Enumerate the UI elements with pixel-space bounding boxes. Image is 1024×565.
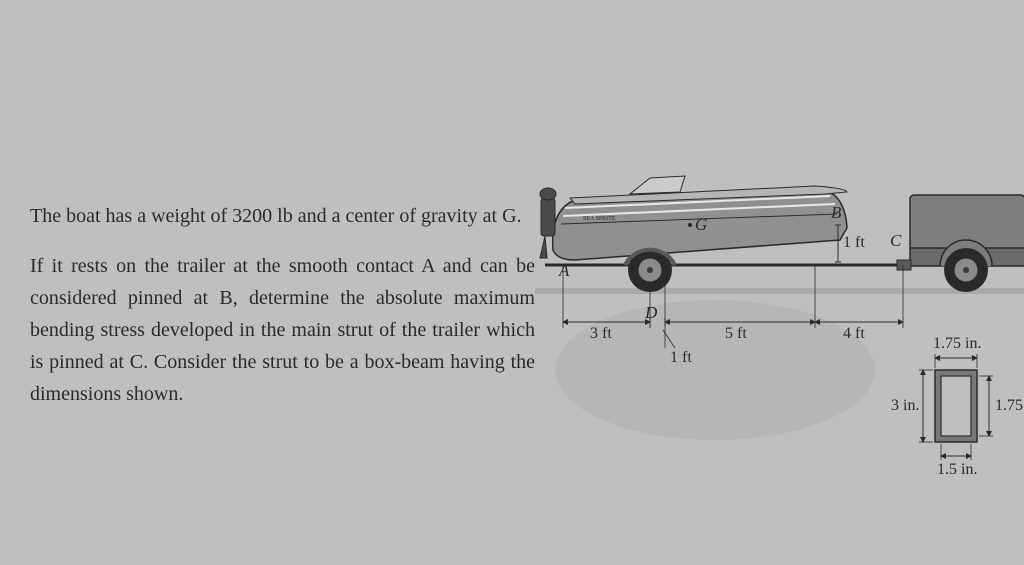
label-A: A — [558, 261, 570, 280]
boat: SEA SPRITE — [540, 176, 847, 260]
dim-1ft-D: 1 ft — [670, 349, 692, 366]
cross-section: 1.75 in. 1.75 in. 3 in. 1.5 in. — [891, 335, 1024, 478]
label-B: B — [831, 203, 842, 222]
dim-B-1ft: 1 ft — [843, 234, 865, 251]
label-C: C — [890, 231, 902, 250]
label-D: D — [644, 303, 658, 322]
dim-5ft: 5 ft — [725, 325, 747, 342]
dim-3ft: 3 ft — [590, 325, 612, 342]
ground-line — [535, 288, 1024, 294]
figure-diagram: SEA SPRITE A G B C D 1 ft — [535, 170, 1024, 560]
dim-cs-out-v: 1.75 in. — [995, 397, 1024, 414]
trailer-wheel — [625, 248, 675, 292]
label-G: G — [695, 215, 707, 234]
weight-value: 3200 lb — [232, 205, 293, 227]
text-2: If it rests on the trailer at the smooth… — [30, 255, 535, 405]
dim-cs-in-h: 1.5 in. — [937, 461, 977, 478]
ground-shadow — [555, 300, 875, 440]
dim-cs-in-v: 3 in. — [891, 397, 919, 414]
text-1b: and a center of gravity at G. — [293, 205, 522, 227]
text-1a: The boat has a weight of — [30, 205, 232, 227]
dim-4ft: 4 ft — [843, 325, 865, 342]
truck — [910, 195, 1024, 292]
problem-text: The boat has a weight of 3200 lb and a c… — [30, 200, 535, 428]
paragraph-1: The boat has a weight of 3200 lb and a c… — [30, 200, 535, 232]
hitch — [897, 260, 911, 270]
paragraph-2: If it rests on the trailer at the smooth… — [30, 250, 535, 410]
dim-cs-out-h: 1.75 in. — [933, 335, 981, 352]
boat-name: SEA SPRITE — [583, 216, 616, 222]
